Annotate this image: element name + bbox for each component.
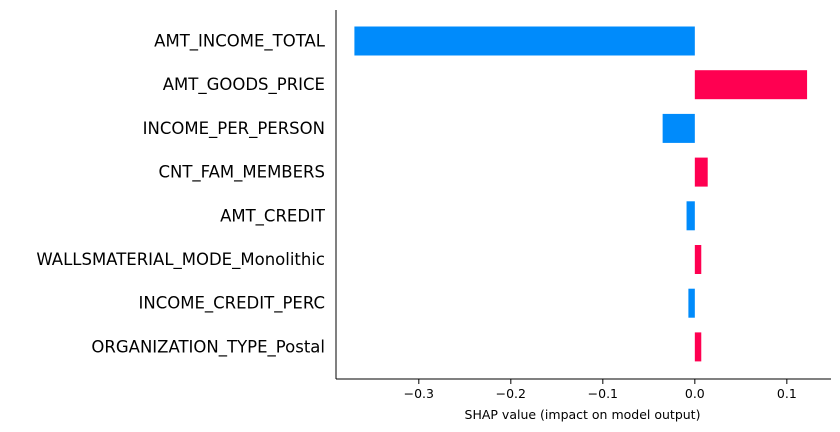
x-tick-label: −0.3 [404, 386, 434, 401]
x-tick-label: −0.2 [496, 386, 526, 401]
bar-income-per-person [662, 113, 695, 143]
bar-amt-income-total [354, 26, 695, 56]
axes: −0.3 −0.2 −0.1 0.0 0.1 [335, 10, 831, 401]
bar-amt-goods-price [694, 70, 808, 100]
bar-income-credit-perc [688, 288, 695, 318]
feature-labels: AMT_INCOME_TOTAL AMT_GOODS_PRICE INCOME_PE… [36, 32, 326, 358]
feature-label: ORGANIZATION_TYPE_Postal [91, 337, 325, 357]
feature-label: WALLSMATERIAL_MODE_Monolithic [36, 250, 325, 270]
bar-amt-credit [686, 201, 695, 231]
bar-wallsmaterial-mode-monolithic [694, 245, 702, 274]
feature-label: AMT_GOODS_PRICE [163, 75, 325, 95]
bar-cnt-fam-members [694, 157, 708, 187]
feature-label: INCOME_PER_PERSON [143, 119, 325, 139]
feature-label: CNT_FAM_MEMBERS [158, 163, 325, 183]
feature-label: AMT_INCOME_TOTAL [154, 32, 326, 52]
bars-layer [354, 26, 808, 362]
feature-label: AMT_CREDIT [220, 206, 326, 226]
x-tick-label: −0.1 [588, 386, 618, 401]
x-axis-title: SHAP value (impact on model output) [465, 407, 701, 422]
x-tick-label: 0.1 [777, 386, 797, 401]
bar-organization-type-postal [694, 332, 702, 362]
x-tick-label: 0.0 [685, 386, 705, 401]
feature-label: INCOME_CREDIT_PERC [139, 294, 325, 314]
